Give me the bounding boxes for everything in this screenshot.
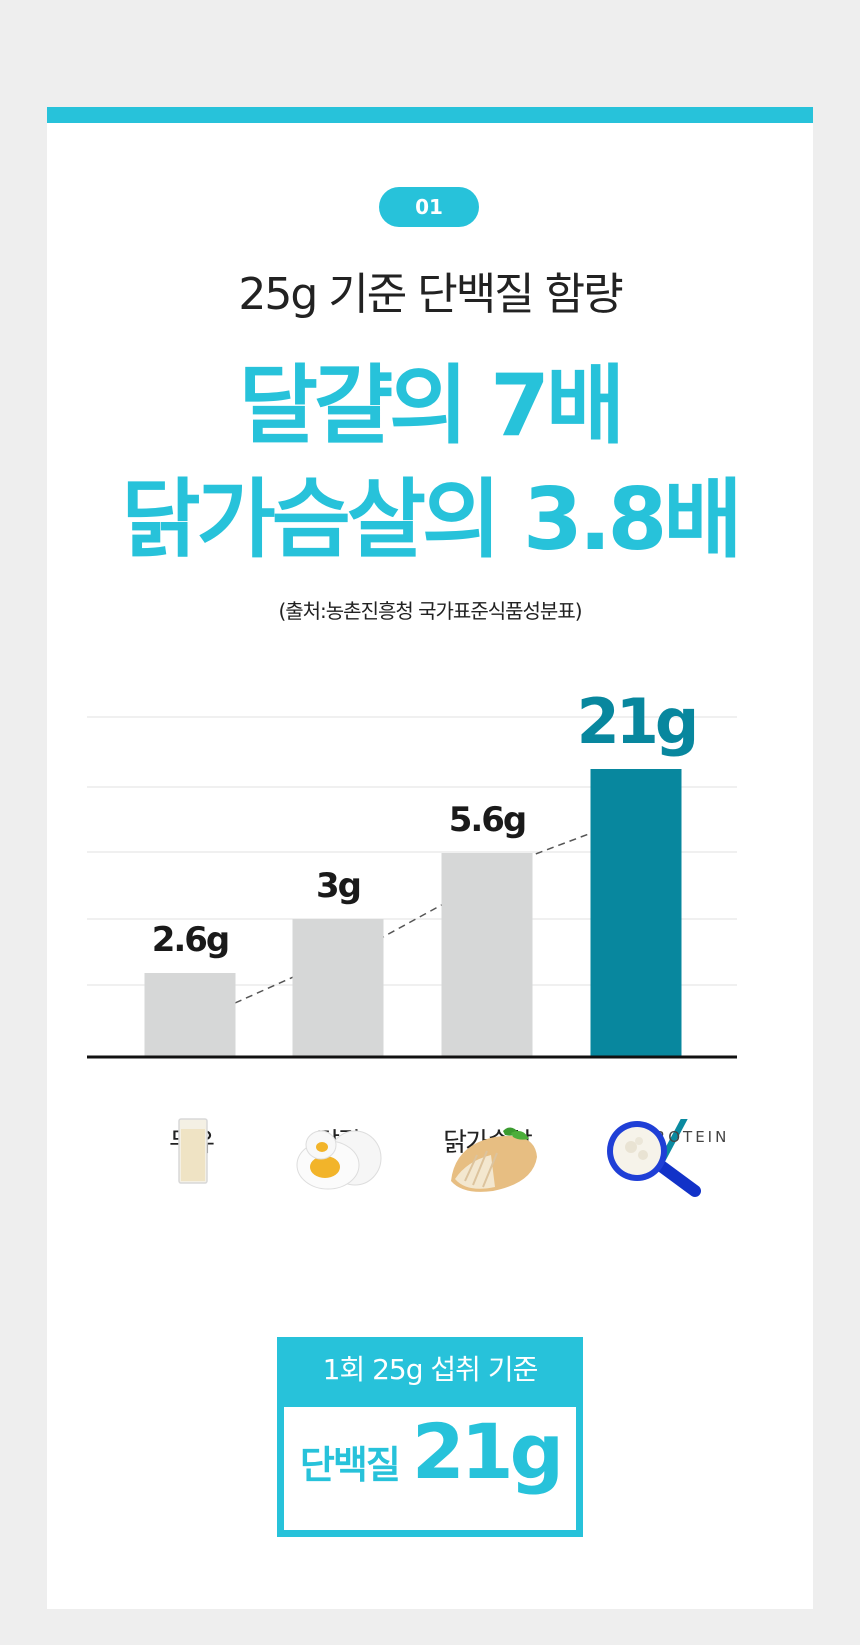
- chicken-breast-image: [451, 1127, 537, 1192]
- protein-bar-chart: 2.6g 3g 5.6g 21g: [87, 685, 737, 1059]
- soy-milk-glass-image: [178, 1118, 208, 1184]
- source-note: (출처:농촌진흥청 국가표준식품성분표): [278, 599, 582, 623]
- top-accent-bar: [47, 107, 813, 123]
- boiled-eggs-image: [296, 1130, 382, 1190]
- data-label-myprotein: 21g: [577, 685, 696, 758]
- headline-line-2: 닭가슴살의 3.8배: [121, 470, 742, 570]
- summary-box: 1회 25g 섭취 기준 단백질 21g: [277, 1337, 583, 1537]
- data-label-egg: 3g: [316, 866, 360, 906]
- bar-chicken-breast: [441, 853, 533, 1057]
- summary-content: 단백질 21g: [284, 1407, 576, 1530]
- headline-line-1: 달걀의 7배: [238, 356, 625, 456]
- bar-soy-milk: [144, 973, 236, 1057]
- summary-label: 단백질: [299, 1443, 401, 1487]
- data-label-chicken-breast: 5.6g: [449, 800, 526, 840]
- infographic-card: 01 25g 기준 단백질 함량 달걀의 7배 닭가슴살의 3.8배 (출처:농…: [47, 107, 813, 1609]
- bar-myprotein: [590, 769, 682, 1057]
- section-number-badge: 01: [379, 187, 479, 227]
- subtitle: 25g 기준 단백질 함량: [238, 269, 623, 320]
- bar-egg: [292, 919, 384, 1057]
- summary-heading: 1회 25g 섭취 기준: [322, 1353, 539, 1386]
- protein-powder-scoop-image: [607, 1121, 701, 1197]
- summary-value: 21g: [411, 1407, 564, 1496]
- data-label-soy-milk: 2.6g: [152, 920, 229, 960]
